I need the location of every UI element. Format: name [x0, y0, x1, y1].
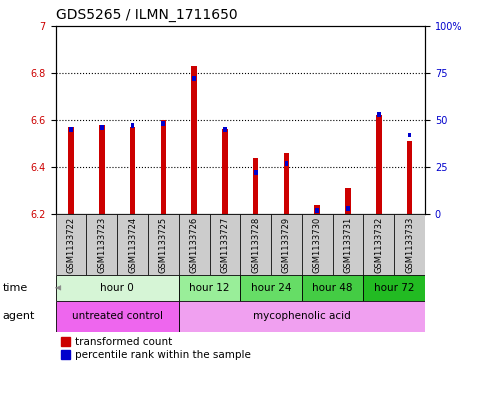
Text: GSM1133733: GSM1133733 [405, 217, 414, 273]
Text: GSM1133722: GSM1133722 [67, 217, 75, 273]
Bar [364, 275, 425, 301]
Bar [223, 127, 227, 132]
Bar [240, 214, 271, 275]
Bar [240, 275, 302, 301]
Bar [192, 76, 196, 81]
Bar [302, 275, 364, 301]
Text: hour 0: hour 0 [100, 283, 134, 293]
Text: hour 48: hour 48 [313, 283, 353, 293]
Bar [314, 205, 320, 214]
Bar [222, 129, 227, 214]
Text: GSM1133724: GSM1133724 [128, 217, 137, 273]
Bar [179, 275, 240, 301]
Bar [376, 115, 382, 214]
Bar [100, 125, 103, 130]
Text: time: time [2, 283, 28, 293]
Text: GSM1133731: GSM1133731 [343, 217, 353, 273]
Bar [407, 141, 412, 214]
Bar [302, 214, 333, 275]
Bar [86, 214, 117, 275]
Legend: transformed count, percentile rank within the sample: transformed count, percentile rank withi… [61, 337, 251, 360]
Bar [148, 214, 179, 275]
Bar [130, 127, 135, 214]
Bar [253, 158, 258, 214]
Text: agent: agent [2, 311, 35, 321]
Bar [56, 301, 179, 332]
Bar [346, 206, 350, 211]
Text: GSM1133732: GSM1133732 [374, 217, 384, 273]
Bar [161, 121, 165, 126]
Text: hour 72: hour 72 [374, 283, 414, 293]
Bar [364, 214, 394, 275]
Bar [117, 214, 148, 275]
Text: GSM1133728: GSM1133728 [251, 217, 260, 273]
Bar [345, 188, 351, 214]
Bar [131, 123, 134, 128]
Bar [284, 153, 289, 214]
Bar [333, 214, 364, 275]
Bar [56, 275, 179, 301]
Bar [394, 214, 425, 275]
Text: hour 12: hour 12 [189, 283, 230, 293]
Text: GSM1133725: GSM1133725 [159, 217, 168, 273]
Bar [210, 214, 240, 275]
Bar [99, 125, 104, 214]
Text: GSM1133730: GSM1133730 [313, 217, 322, 273]
Text: GSM1133727: GSM1133727 [220, 217, 229, 273]
Bar [179, 301, 425, 332]
Bar [254, 170, 257, 175]
Text: GSM1133726: GSM1133726 [190, 217, 199, 273]
Bar [68, 127, 74, 214]
Bar [179, 214, 210, 275]
Text: GSM1133723: GSM1133723 [97, 217, 106, 273]
Bar [315, 208, 319, 213]
Bar [284, 161, 288, 165]
Bar [160, 120, 166, 214]
Bar [271, 214, 302, 275]
Bar [56, 214, 86, 275]
Text: untreated control: untreated control [71, 311, 163, 321]
Bar [69, 127, 73, 132]
Bar [377, 112, 381, 117]
Text: GSM1133729: GSM1133729 [282, 217, 291, 273]
Text: GDS5265 / ILMN_1711650: GDS5265 / ILMN_1711650 [56, 7, 237, 22]
Bar [191, 66, 197, 214]
Text: mycophenolic acid: mycophenolic acid [253, 311, 351, 321]
Bar [408, 132, 412, 137]
Text: hour 24: hour 24 [251, 283, 291, 293]
